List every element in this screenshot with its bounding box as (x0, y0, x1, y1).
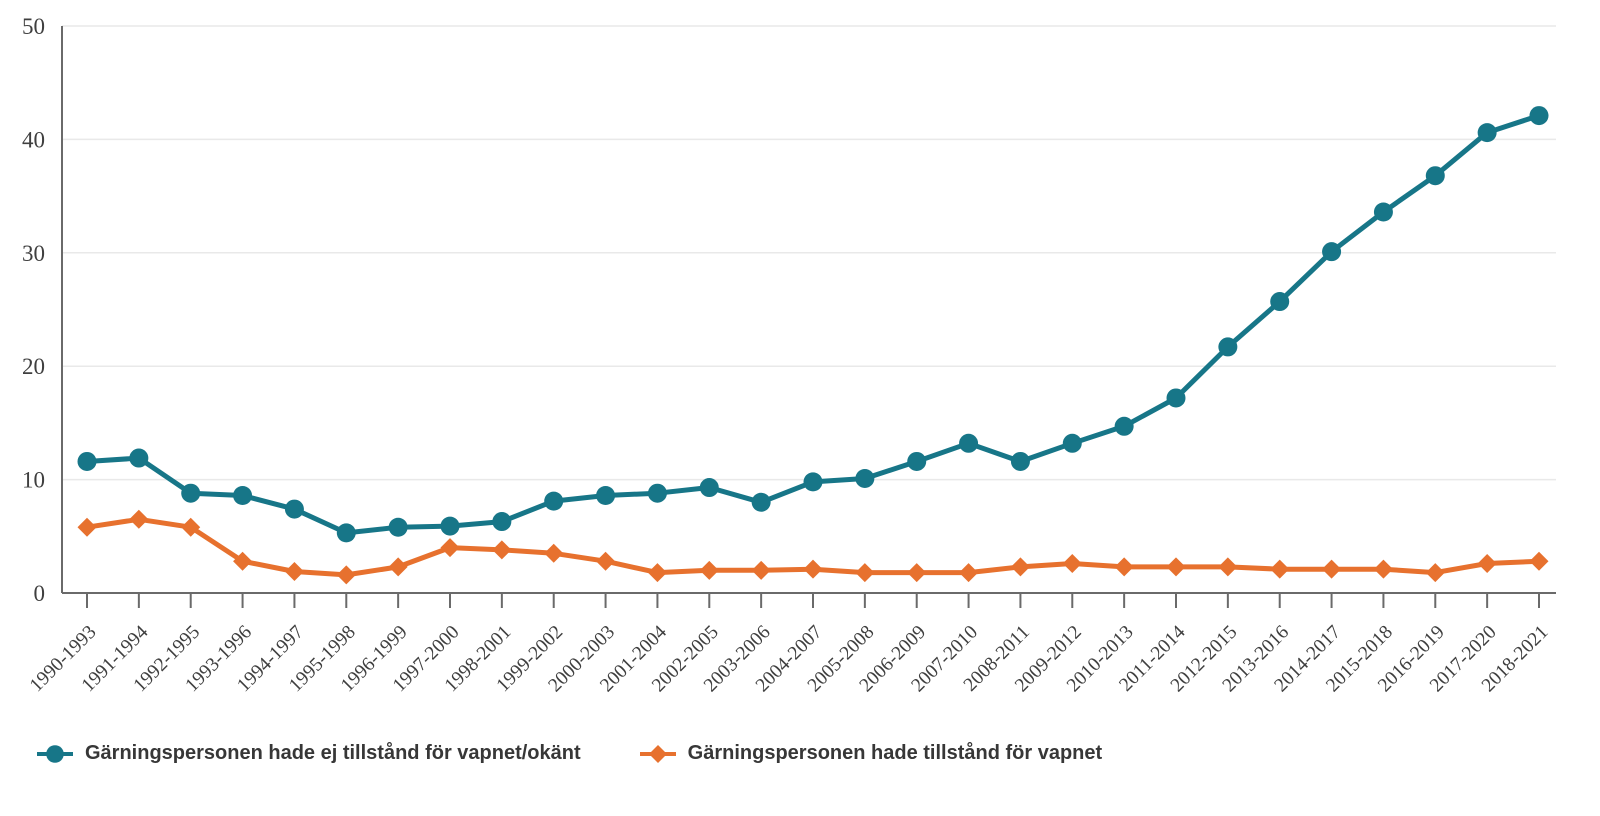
data-point (907, 563, 927, 583)
data-point (1166, 557, 1186, 577)
data-point (803, 559, 823, 579)
data-point (492, 512, 512, 532)
series-1 (77, 509, 1549, 585)
data-point (751, 560, 771, 580)
data-point (492, 540, 512, 560)
data-point (959, 433, 979, 453)
circle-marker-icon (37, 744, 73, 763)
data-point (596, 485, 616, 505)
data-point (181, 483, 201, 503)
legend-label-license: Gärningspersonen hade tillstånd för vapn… (687, 742, 1103, 764)
data-point (77, 517, 97, 537)
legend-item-license[interactable]: Gärningspersonen hade tillstånd för vapn… (639, 742, 1103, 765)
data-point (959, 563, 979, 583)
data-point (1010, 451, 1030, 471)
data-point (855, 563, 875, 583)
data-point (1477, 554, 1497, 574)
data-point (336, 523, 356, 543)
y-tick-label: 30 (22, 241, 45, 266)
data-point (1529, 551, 1549, 571)
diamond-marker-icon (639, 744, 676, 763)
data-point (1166, 388, 1186, 408)
data-point (181, 517, 201, 537)
data-point (1218, 337, 1238, 357)
y-tick-label: 50 (22, 14, 45, 39)
axes (61, 26, 1556, 594)
data-point (544, 491, 564, 511)
data-point (1373, 559, 1393, 579)
data-point (699, 560, 719, 580)
data-point (647, 483, 667, 503)
data-point (1477, 123, 1497, 143)
data-point (1529, 106, 1549, 126)
legend-label-no-license: Gärningspersonen hade ej tillstånd för v… (85, 742, 581, 764)
data-point (440, 538, 460, 558)
y-tick-label: 0 (34, 581, 46, 606)
x-axis-ticks (86, 593, 1540, 608)
data-point (699, 478, 719, 498)
series-0 (77, 106, 1549, 543)
data-point (1322, 242, 1342, 262)
data-point (1322, 559, 1342, 579)
x-axis-labels: 1990-19931991-19941992-19951993-19961994… (26, 622, 1553, 697)
data-point (1425, 166, 1445, 186)
data-point (77, 451, 97, 471)
chart-legend: Gärningspersonen hade ej tillstånd för v… (0, 742, 1600, 765)
data-point (1062, 433, 1082, 453)
data-point (284, 499, 304, 519)
data-point (388, 557, 408, 577)
data-point (233, 551, 253, 571)
y-tick-label: 20 (22, 354, 45, 379)
data-point (1425, 563, 1445, 583)
data-point (388, 517, 408, 537)
legend-item-no-license[interactable]: Gärningspersonen hade ej tillstånd för v… (36, 742, 581, 765)
line-chart: 0 10 20 30 40 50 1990-19931991-19941992-199519… (22, 14, 1556, 697)
data-point (907, 451, 927, 471)
data-point (647, 563, 667, 583)
y-axis-labels: 0 10 20 30 40 50 (22, 14, 45, 606)
data-point (855, 468, 875, 488)
data-point (1270, 292, 1290, 312)
data-point (129, 448, 149, 468)
data-point (440, 516, 460, 536)
data-point (129, 509, 149, 529)
data-point (1062, 554, 1082, 574)
data-point (1010, 557, 1030, 577)
data-point (233, 485, 253, 505)
data-point (336, 565, 356, 585)
data-point (1114, 416, 1134, 436)
data-point (1270, 559, 1290, 579)
gridlines (62, 25, 1556, 481)
data-point (1218, 557, 1238, 577)
data-point (803, 472, 823, 492)
y-tick-label: 10 (22, 468, 45, 493)
data-point (751, 492, 771, 512)
y-tick-label: 40 (22, 127, 45, 152)
data-point (596, 551, 616, 571)
series-line (84, 113, 1542, 536)
data-point (284, 561, 304, 581)
data-point (1373, 202, 1393, 222)
data-point (544, 543, 564, 563)
data-point (1114, 557, 1134, 577)
